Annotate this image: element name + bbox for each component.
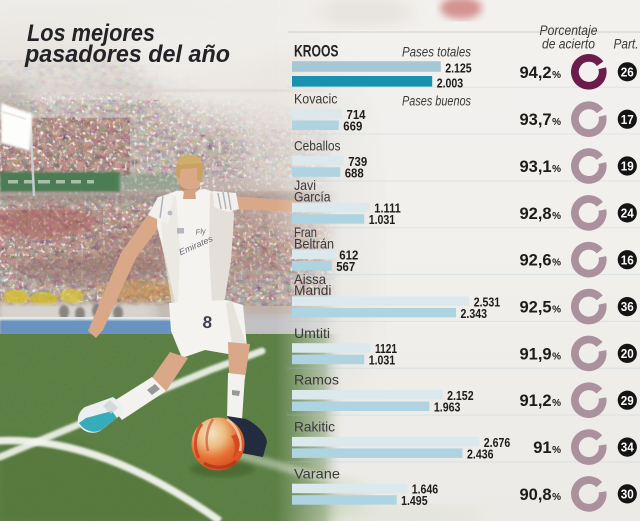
svg-text:Varane: Varane xyxy=(294,465,340,481)
svg-text:36: 36 xyxy=(621,300,634,314)
svg-text:Javi: Javi xyxy=(294,177,316,193)
svg-text:Umtiti: Umtiti xyxy=(294,325,330,341)
svg-text:Beltrán: Beltrán xyxy=(294,235,334,251)
svg-text:90,8%: 90,8% xyxy=(519,486,561,504)
svg-text:Rakitic: Rakitic xyxy=(294,419,335,435)
svg-text:1.646: 1.646 xyxy=(412,482,439,497)
svg-text:92,5%: 92,5% xyxy=(519,299,561,317)
svg-text:20: 20 xyxy=(621,347,634,361)
svg-text:1.111: 1.111 xyxy=(374,201,401,216)
svg-text:34: 34 xyxy=(621,441,634,455)
svg-text:714: 714 xyxy=(347,107,367,122)
svg-text:1121: 1121 xyxy=(375,341,397,356)
svg-text:pasadores del año: pasadores del año xyxy=(24,41,230,68)
svg-text:91%: 91% xyxy=(533,439,561,457)
svg-text:2.531: 2.531 xyxy=(474,294,501,309)
svg-text:Part.: Part. xyxy=(614,37,639,52)
svg-text:688: 688 xyxy=(345,165,364,180)
svg-text:2.003: 2.003 xyxy=(437,76,464,91)
svg-text:Los mejores: Los mejores xyxy=(27,20,155,47)
svg-text:2.343: 2.343 xyxy=(461,306,488,321)
svg-text:26: 26 xyxy=(621,65,634,79)
svg-text:Kovacic: Kovacic xyxy=(294,91,338,107)
svg-text:KROOS: KROOS xyxy=(294,43,339,61)
svg-text:92,8%: 92,8% xyxy=(519,205,561,223)
svg-text:García: García xyxy=(294,189,331,205)
svg-text:30: 30 xyxy=(621,488,634,502)
svg-text:Ceballos: Ceballos xyxy=(294,138,341,154)
svg-text:93,1%: 93,1% xyxy=(519,158,561,176)
svg-text:93,7%: 93,7% xyxy=(519,111,561,129)
svg-text:1.031: 1.031 xyxy=(369,212,396,227)
svg-text:94,2%: 94,2% xyxy=(519,64,561,82)
svg-text:1.963: 1.963 xyxy=(434,400,461,415)
svg-text:Aissa: Aissa xyxy=(294,271,326,287)
svg-text:2.436: 2.436 xyxy=(467,446,494,461)
svg-text:739: 739 xyxy=(348,154,367,169)
svg-text:Fly: Fly xyxy=(195,226,207,236)
svg-text:1.495: 1.495 xyxy=(401,493,428,508)
svg-text:Mandi: Mandi xyxy=(294,282,332,298)
svg-text:8: 8 xyxy=(202,313,213,333)
svg-text:29: 29 xyxy=(621,394,634,408)
svg-text:612: 612 xyxy=(339,248,358,263)
svg-text:567: 567 xyxy=(336,259,355,274)
svg-text:19: 19 xyxy=(621,160,634,174)
svg-text:91,9%: 91,9% xyxy=(519,345,561,363)
svg-text:Pases buenos: Pases buenos xyxy=(402,94,471,109)
svg-text:92,6%: 92,6% xyxy=(519,252,561,270)
svg-text:2.676: 2.676 xyxy=(484,435,511,450)
svg-text:Porcentaje: Porcentaje xyxy=(540,23,598,38)
svg-text:16: 16 xyxy=(621,253,634,267)
svg-text:de acierto: de acierto xyxy=(542,37,595,52)
svg-text:669: 669 xyxy=(343,119,362,134)
svg-text:91,2%: 91,2% xyxy=(519,392,561,410)
svg-text:24: 24 xyxy=(621,207,634,221)
svg-text:2.152: 2.152 xyxy=(447,388,474,403)
svg-text:17: 17 xyxy=(621,113,634,127)
svg-text:Fran: Fran xyxy=(294,224,317,240)
svg-text:Pases totales: Pases totales xyxy=(402,45,471,60)
svg-text:2.125: 2.125 xyxy=(445,61,472,76)
svg-text:Ramos: Ramos xyxy=(294,372,339,388)
svg-text:1.031: 1.031 xyxy=(369,353,396,368)
